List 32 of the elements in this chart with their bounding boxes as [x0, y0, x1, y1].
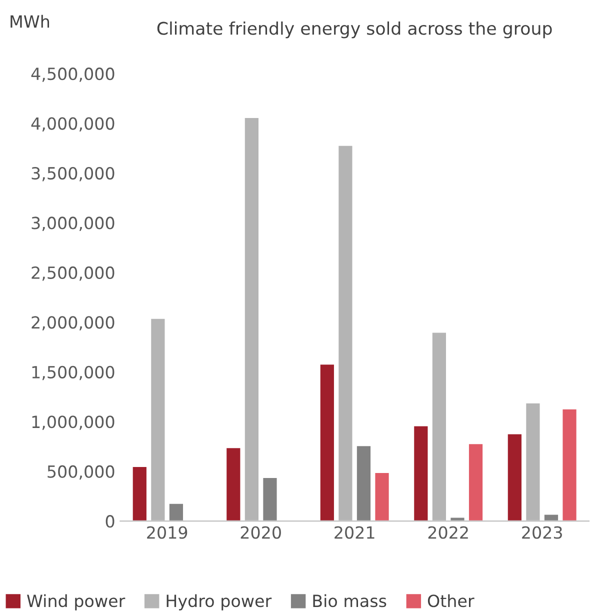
y-tick-label: 0 — [106, 515, 114, 528]
bar — [262, 476, 278, 522]
legend-label: Other — [428, 594, 474, 608]
x-tick-label: 2023 — [522, 526, 562, 539]
y-tick-label: 4,500,000 — [31, 68, 114, 82]
x-tick-label: 2022 — [428, 526, 468, 539]
bar — [318, 363, 336, 522]
bar — [561, 408, 578, 522]
y-tick-label: 2,500,000 — [32, 266, 114, 281]
legend-label: Hydro power — [166, 594, 272, 610]
x-tick-label: 2019 — [147, 526, 188, 539]
x-tick-label: 2020 — [240, 526, 281, 539]
y-tick-label: 2,000,000 — [32, 316, 114, 330]
bar — [374, 472, 390, 522]
y-axis-title: MWh — [10, 14, 50, 28]
bar — [543, 513, 560, 522]
y-tick-label: 4,000,000 — [31, 117, 114, 132]
y-tick-label: 1,000,000 — [32, 416, 114, 430]
legend-label: Wind power — [27, 594, 126, 610]
x-tick-label: 2021 — [334, 526, 374, 539]
y-tick-label: 3,500,000 — [32, 166, 114, 182]
bar — [412, 424, 430, 522]
y-tick-label: 1,500,000 — [32, 366, 114, 380]
chart-title: Climate friendly energy sold across the group — [157, 21, 552, 38]
bar — [468, 442, 484, 522]
y-tick-label: 3,000,000 — [32, 216, 114, 231]
y-tick-label: 500,000 — [48, 465, 114, 480]
legend-label: Bio mass — [313, 594, 386, 608]
bar — [506, 432, 523, 522]
bar — [168, 502, 184, 522]
bar — [356, 444, 372, 522]
bar — [225, 446, 242, 522]
